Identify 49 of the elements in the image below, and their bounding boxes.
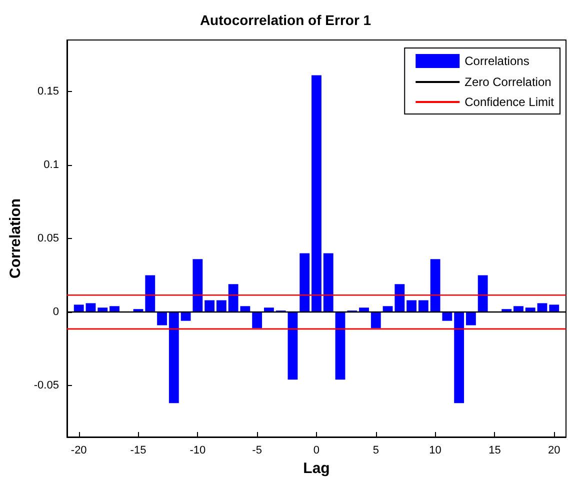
bar <box>382 306 393 312</box>
bar <box>145 275 156 312</box>
bar <box>370 312 381 328</box>
legend-label: Confidence Limit <box>464 95 555 109</box>
bar <box>288 312 298 380</box>
x-tick-label: 15 <box>488 444 501 456</box>
chart-title: Autocorrelation of Error 1 <box>200 12 372 28</box>
y-tick-label: 0.05 <box>38 232 59 244</box>
bar <box>323 253 334 312</box>
bar <box>478 275 488 312</box>
x-tick-label: -15 <box>130 444 146 456</box>
bar <box>110 306 120 312</box>
bar <box>204 300 215 312</box>
bar <box>514 306 524 312</box>
bar <box>192 259 203 312</box>
bar <box>442 312 452 321</box>
bar <box>454 312 464 404</box>
y-tick-label: 0.1 <box>44 158 59 171</box>
y-tick-label: 0.15 <box>38 85 59 98</box>
bar <box>406 300 416 312</box>
y-axis-title: Correlation <box>7 198 24 279</box>
bar <box>86 303 96 312</box>
bar <box>300 253 310 312</box>
x-tick-label: 20 <box>548 444 560 456</box>
bar <box>430 259 440 312</box>
bar <box>537 303 548 312</box>
bar <box>157 312 167 326</box>
legend-label: Correlations <box>464 54 530 68</box>
x-tick-label: 5 <box>372 444 379 456</box>
bar <box>335 312 346 380</box>
bar <box>312 75 322 312</box>
x-axis-title: Lag <box>303 460 330 477</box>
y-tick-label: -0.05 <box>34 380 59 392</box>
x-tick-label: 10 <box>429 444 442 456</box>
x-tick-label: -5 <box>252 444 262 456</box>
bar <box>466 312 476 326</box>
x-tick-label: -10 <box>190 444 206 456</box>
bar <box>74 304 84 312</box>
legend-label: Zero Correlation <box>464 75 552 89</box>
y-tick-label: 0 <box>52 306 59 318</box>
bar <box>252 312 262 328</box>
bar <box>180 312 191 321</box>
bar <box>394 284 405 312</box>
bar <box>549 304 560 312</box>
bar <box>418 300 428 312</box>
x-tick-label: 0 <box>313 444 320 456</box>
bar <box>168 312 179 404</box>
bar <box>216 300 226 312</box>
x-tick-label: -20 <box>70 444 87 456</box>
